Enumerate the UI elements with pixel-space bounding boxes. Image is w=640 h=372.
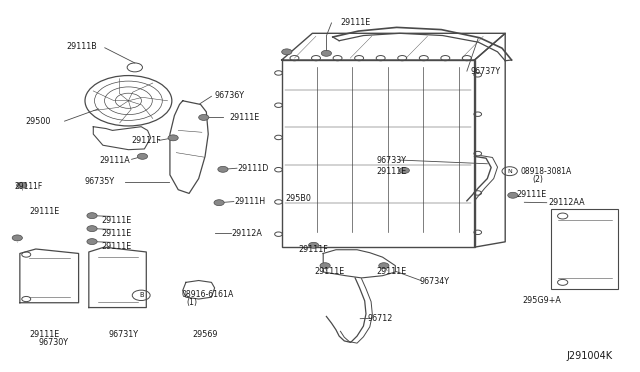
Circle shape — [282, 49, 292, 55]
Bar — [282, 60, 474, 247]
Text: (1): (1) — [186, 298, 198, 307]
Circle shape — [198, 115, 209, 121]
Text: 29111E: 29111E — [376, 267, 406, 276]
Text: 29112AA: 29112AA — [548, 198, 585, 207]
Text: 08918-3081A: 08918-3081A — [520, 167, 572, 176]
Circle shape — [87, 213, 97, 219]
Text: 29111F: 29111F — [15, 182, 43, 190]
Text: 29111H: 29111H — [234, 197, 266, 206]
Text: 29111E: 29111E — [29, 207, 60, 216]
Text: 29111E: 29111E — [29, 330, 60, 340]
Text: 29111A: 29111A — [99, 156, 130, 165]
Text: 29111E: 29111E — [102, 228, 132, 238]
Circle shape — [87, 226, 97, 232]
Text: 29111B: 29111B — [67, 42, 97, 51]
Text: 29111D: 29111D — [237, 164, 269, 173]
Circle shape — [12, 235, 22, 241]
Circle shape — [214, 200, 224, 206]
Circle shape — [308, 242, 319, 248]
Text: B: B — [139, 292, 143, 298]
Text: 29111E: 29111E — [230, 113, 260, 122]
Text: 29111E: 29111E — [314, 267, 345, 276]
Circle shape — [218, 166, 228, 172]
Text: 96733Y: 96733Y — [376, 155, 406, 164]
Text: 29111F: 29111F — [299, 244, 328, 253]
Text: J291004K: J291004K — [566, 352, 612, 362]
Text: 29569: 29569 — [192, 330, 218, 340]
Circle shape — [399, 167, 410, 173]
Bar — [551, 209, 618, 289]
Text: 96736Y: 96736Y — [214, 91, 244, 100]
Text: 29112A: 29112A — [231, 229, 262, 238]
Circle shape — [508, 192, 518, 198]
Text: 96734Y: 96734Y — [420, 277, 450, 286]
Text: 29111E: 29111E — [516, 190, 547, 199]
Text: 96731Y: 96731Y — [109, 330, 139, 340]
Circle shape — [321, 50, 332, 56]
Text: 29111F: 29111F — [131, 136, 161, 145]
Text: 96730Y: 96730Y — [38, 338, 68, 347]
Circle shape — [17, 182, 27, 188]
Circle shape — [138, 153, 148, 159]
Text: N: N — [508, 169, 512, 174]
Text: 29500: 29500 — [25, 118, 51, 126]
Text: 29111E: 29111E — [102, 216, 132, 225]
Text: 96737Y: 96737Y — [471, 67, 501, 76]
Text: 295G9+A: 295G9+A — [523, 296, 562, 305]
Text: 29111E: 29111E — [340, 18, 371, 27]
Text: 295B0: 295B0 — [285, 195, 311, 203]
Circle shape — [168, 135, 178, 141]
Circle shape — [87, 238, 97, 244]
Text: (2): (2) — [532, 175, 543, 184]
Text: 29111E: 29111E — [102, 242, 132, 251]
Text: 96735Y: 96735Y — [84, 177, 115, 186]
Text: 29111E: 29111E — [376, 167, 406, 176]
Circle shape — [379, 263, 389, 269]
Text: 08916-6161A: 08916-6161A — [181, 290, 234, 299]
Circle shape — [320, 263, 330, 269]
Text: 96712: 96712 — [368, 314, 394, 323]
